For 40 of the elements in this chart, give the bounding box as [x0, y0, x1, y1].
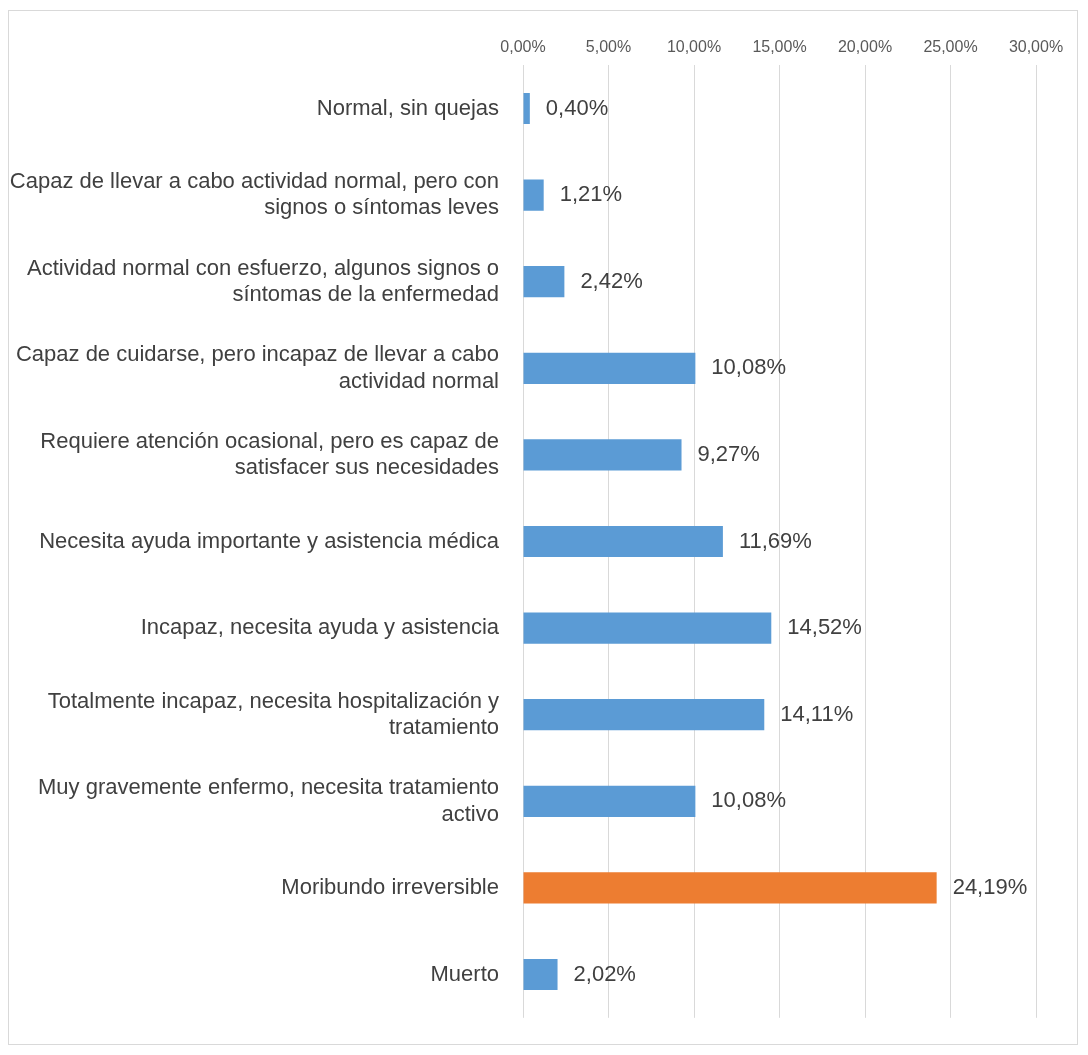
data-label: 2,42%: [580, 267, 643, 293]
x-tick-label: 15,00%: [752, 38, 807, 56]
data-label: 1,21%: [559, 181, 623, 207]
y-tick-label: Capaz de cuidarse, pero incapaz de llevar a cabo actividad normal: [15, 341, 499, 393]
x-tick-label: 5,00%: [585, 38, 632, 56]
bar: [523, 958, 558, 991]
y-tick-label: Actividad normal con esfuerzo, algunos signos o síntomas de la enfermedad: [26, 254, 499, 306]
x-tick-label: 25,00%: [923, 38, 978, 56]
bar: [523, 266, 565, 298]
bar: [523, 525, 723, 558]
y-tick-label: Totalmente incapaz, necesita hospitalización y tratamiento: [47, 687, 499, 739]
data-label: 24,19%: [952, 873, 1028, 899]
bar: [523, 872, 937, 904]
x-tick-label: 20,00%: [837, 38, 893, 56]
data-label: 0,40%: [545, 94, 609, 120]
x-tick-label: 30,00%: [1008, 38, 1064, 56]
data-label: 10,08%: [711, 787, 786, 813]
y-tick-label: Normal, sin quejas: [316, 94, 499, 120]
data-label: 2,02%: [573, 960, 636, 986]
x-tick-label: 0,00%: [500, 38, 546, 56]
bar: [523, 179, 544, 211]
y-tick-label: Requiere atención ocasional, pero es capaz de satisfacer sus necesidades: [40, 427, 499, 480]
bar: [523, 92, 530, 125]
y-tick-label: Necesita ayuda importante y asistencia médica: [39, 527, 500, 553]
x-tick-label: 10,00%: [666, 38, 722, 56]
y-tick-label: Muerto: [430, 960, 499, 986]
data-label: 14,11%: [780, 700, 854, 726]
bar: [523, 352, 696, 384]
y-tick-label: Capaz de llevar a cabo actividad normal, pero con signos o síntomas leves: [9, 167, 499, 220]
bar: [523, 439, 682, 471]
bar: [523, 612, 772, 644]
data-label: 9,27%: [697, 440, 760, 466]
data-label: 14,52%: [787, 614, 862, 640]
bar: [523, 785, 696, 817]
y-tick-label: Incapaz, necesita ayuda y asistencia: [140, 614, 500, 640]
y-tick-label: Moribundo irreversible: [281, 873, 499, 899]
data-label: 10,08%: [711, 354, 786, 380]
y-tick-label: Muy gravemente enfermo, necesita tratamiento activo: [37, 774, 499, 826]
bar: [523, 699, 765, 731]
data-label: 11,69%: [738, 527, 812, 553]
